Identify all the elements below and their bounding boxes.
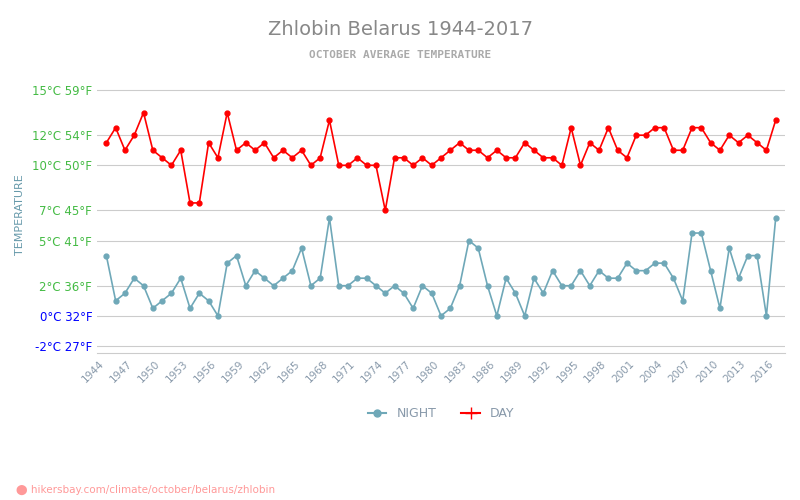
Y-axis label: TEMPERATURE: TEMPERATURE [15,174,25,254]
Text: OCTOBER AVERAGE TEMPERATURE: OCTOBER AVERAGE TEMPERATURE [309,50,491,60]
Text: ⬤ hikersbay.com/climate/october/belarus/zhlobin: ⬤ hikersbay.com/climate/october/belarus/… [16,485,275,495]
Legend: NIGHT, DAY: NIGHT, DAY [362,402,519,425]
Text: Zhlobin Belarus 1944-2017: Zhlobin Belarus 1944-2017 [267,20,533,39]
